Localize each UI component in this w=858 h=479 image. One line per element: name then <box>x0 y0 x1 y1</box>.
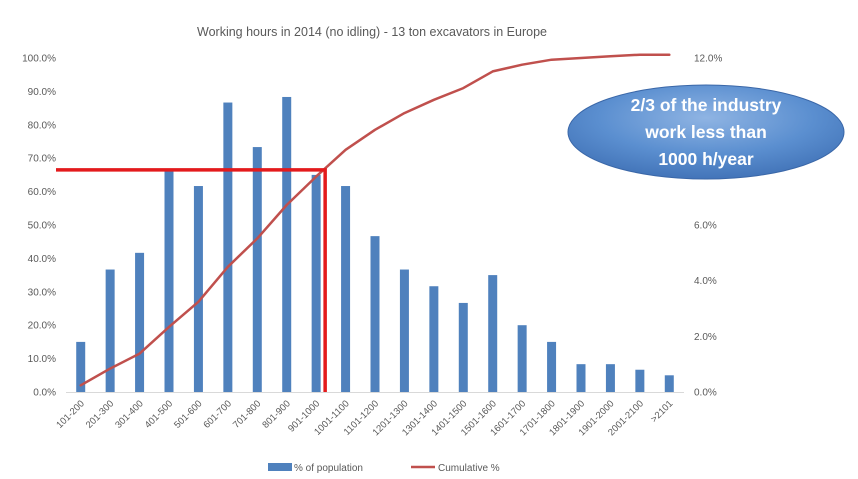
y-primary-tick-label: 50.0% <box>28 221 56 232</box>
y-primary-tick-label: 40.0% <box>28 254 56 265</box>
bar->2101 <box>664 375 674 392</box>
bar-1901-2000 <box>605 364 615 392</box>
x-tick-label: 301-400 <box>113 398 145 430</box>
y-primary-tick-label: 20.0% <box>28 321 56 332</box>
bar-601-700 <box>223 102 233 393</box>
bar-301-400 <box>135 252 145 392</box>
y-secondary-tick-label: 6.0% <box>694 221 717 232</box>
x-tick-label: 701-800 <box>231 398 263 430</box>
bar-801-900 <box>282 96 292 392</box>
bar-series <box>76 96 674 393</box>
bar-101-200 <box>76 341 86 392</box>
bar-1501-1600 <box>488 275 498 392</box>
callout-line-1: 2/3 of the industry <box>631 95 782 115</box>
y-secondary-tick-label: 2.0% <box>694 332 717 343</box>
bar-1701-1800 <box>547 341 557 392</box>
x-tick-label: 201-300 <box>84 398 116 430</box>
bar-401-500 <box>164 169 174 392</box>
y-primary-tick-label: 60.0% <box>28 187 56 198</box>
y-axis-primary: 0.0% 10.0% 20.0% 30.0% 40.0% 50.0% 60.0% 70.0% 8… <box>22 54 56 399</box>
legend-swatch-bars <box>268 463 292 471</box>
line-series <box>79 53 671 387</box>
y-secondary-tick-label: 4.0% <box>694 276 717 287</box>
x-tick-label: 601-700 <box>202 398 234 430</box>
y-primary-tick-label: 0.0% <box>33 388 56 399</box>
y-secondary-tick-label: 12.0% <box>694 54 722 65</box>
y-primary-tick-label: 80.0% <box>28 120 56 131</box>
x-tick-label: 501-600 <box>172 398 204 430</box>
callout-line-2: work less than <box>644 122 767 142</box>
y-primary-tick-label: 100.0% <box>22 54 56 65</box>
y-primary-tick-label: 70.0% <box>28 154 56 165</box>
callout-bubble <box>567 84 845 180</box>
cumulative-line <box>79 53 671 387</box>
bar-1401-1500 <box>458 302 468 392</box>
x-tick-label: 401-500 <box>143 398 175 430</box>
bar-1301-1400 <box>429 286 439 392</box>
callout-line-3: 1000 h/year <box>658 149 754 169</box>
x-axis: 101-200201-300301-400401-500501-600601-7… <box>54 398 675 438</box>
x-tick-label: >2101 <box>649 398 676 425</box>
y-primary-tick-label: 30.0% <box>28 287 56 298</box>
legend-label-line: Cumulative % <box>438 463 500 474</box>
bar-501-600 <box>193 186 203 392</box>
threshold-marker <box>56 168 327 392</box>
legend: % of population Cumulative % <box>268 463 500 474</box>
bar-1601-1700 <box>517 325 527 392</box>
y-primary-tick-label: 10.0% <box>28 354 56 365</box>
bar-701-800 <box>252 147 262 392</box>
y-secondary-tick-label: 0.0% <box>694 388 717 399</box>
bar-901-1000 <box>311 174 321 392</box>
bar-201-300 <box>105 269 115 392</box>
legend-label-bars: % of population <box>294 463 363 474</box>
bar-1101-1200 <box>370 236 380 392</box>
bar-2001-2100 <box>635 369 645 392</box>
callout-annotation: 2/3 of the industry work less than 1000 … <box>567 84 845 180</box>
bar-1801-1900 <box>576 364 586 392</box>
x-tick-label: 101-200 <box>54 398 86 430</box>
threshold-line <box>56 168 327 392</box>
bar-1201-1300 <box>399 269 409 392</box>
bar-1001-1100 <box>341 186 351 392</box>
y-primary-tick-label: 90.0% <box>28 87 56 98</box>
chart-title: Working hours in 2014 (no idling) - 13 t… <box>197 25 547 39</box>
